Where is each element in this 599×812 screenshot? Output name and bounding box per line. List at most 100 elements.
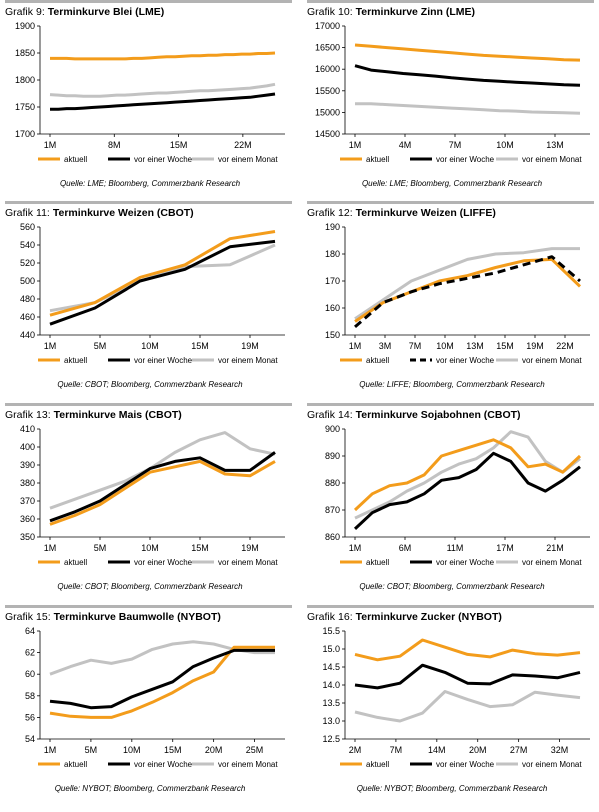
y-tick-label: 54 [25,734,35,744]
y-tick-label: 150 [325,330,340,340]
chart-number: 10: [338,6,353,18]
series-line-month [354,247,580,321]
legend-label-week: vor einer Woche [436,558,495,567]
legend-label-week: vor einer Woche [436,155,495,164]
y-tick-label: 860 [325,532,340,542]
chart-title: Grafik 12: Terminkurve Weizen (LIFFE) [307,207,496,219]
chart-number: 12: [338,207,353,219]
source-note: Quelle: LME; Bloomberg, Commerzbank Rese… [60,179,241,188]
chart-title-text: Terminkurve Sojabohnen (CBOT) [356,409,521,421]
y-tick-label: 17000 [315,21,340,31]
x-tick-label: 10M [141,543,159,553]
series-line-month [355,102,581,115]
y-tick-label: 410 [20,424,35,434]
x-tick-label: 27M [510,745,528,755]
source-note: Quelle: NYBOT; Bloomberg, Commerzbank Re… [55,784,246,793]
series-line-month [354,430,581,520]
x-tick-label: 2M [349,745,362,755]
series-line-month [49,82,276,98]
x-tick-label: 19M [241,543,259,553]
x-tick-label: 15M [191,341,209,351]
legend-label-current: aktuell [64,760,87,769]
y-tick-label: 64 [25,626,35,636]
y-tick-label: 160 [325,303,340,313]
x-tick-label: 1M [349,140,362,150]
x-tick-label: 8M [108,140,121,150]
x-tick-label: 5M [94,543,107,553]
source-note: Quelle: NYBOT; Bloomberg, Commerzbank Re… [357,784,548,793]
legend-label-month: vor einem Monat [218,356,278,365]
x-tick-label: 25M [246,745,264,755]
x-tick-label: 7M [390,745,403,755]
x-tick-label: 17M [496,543,514,553]
y-tick-label: 460 [20,312,35,322]
legend-label-month: vor einem Monat [218,558,278,567]
y-tick-label: 15000 [315,107,340,117]
y-tick-label: 380 [20,478,35,488]
chart-title-text: Terminkurve Weizen (CBOT) [53,207,194,219]
legend-label-current: aktuell [366,356,389,365]
y-tick-label: 890 [325,451,340,461]
x-tick-label: 15M [496,341,514,351]
series-line-week [50,92,276,111]
source-note: Quelle: LME; Bloomberg, Commerzbank Rese… [362,179,543,188]
source-note: Quelle: CBOT; Bloomberg, Commerzbank Res… [57,582,243,591]
y-tick-label: 350 [20,532,35,542]
chart-panel-10: Grafik 10: Terminkurve Zinn (LME) 14500 1500… [307,0,594,188]
y-tick-label: 16500 [315,43,340,53]
chart-number: 14: [338,409,353,421]
chart-number: 9: [36,6,45,18]
legend-label-week: vor einer Woche [436,760,495,769]
series-line-week [354,255,581,329]
chart-title-text: Terminkurve Zucker (NYBOT) [356,611,502,623]
y-tick-label: 440 [20,330,35,340]
chart-prefix: Grafik [5,207,34,219]
chart-prefix: Grafik [307,611,336,623]
chart-title: Grafik 15: Terminkurve Baumwolle (NYBOT) [5,611,221,623]
chart-title-text: Terminkurve Mais (CBOT) [54,409,182,421]
source-note: Quelle: LIFFE; Bloomberg, Commerzbank Re… [359,380,545,389]
series-line-week [49,648,275,710]
chart-title-text: Terminkurve Baumwolle (NYBOT) [54,611,221,623]
chart-prefix: Grafik [307,6,336,18]
y-tick-label: 12.5 [322,734,340,744]
chart-panel-11: Grafik 11: Terminkurve Weizen (CBOT) 440 460… [5,201,292,389]
legend-label-week: vor einer Woche [134,155,193,164]
x-tick-label: 1M [44,341,57,351]
y-tick-label: 62 [25,648,35,658]
y-tick-label: 15500 [315,86,340,96]
x-tick-label: 15M [191,543,209,553]
y-tick-label: 480 [20,294,35,304]
x-tick-label: 20M [205,745,223,755]
y-tick-label: 1750 [15,102,35,112]
legend-label-month: vor einem Monat [522,558,582,567]
chart-prefix: Grafik [307,409,336,421]
y-tick-label: 360 [20,514,35,524]
chart-title: Grafik 14: Terminkurve Sojabohnen (CBOT) [307,409,521,421]
y-tick-label: 60 [25,669,35,679]
chart-prefix: Grafik [5,6,34,18]
series-line-month [49,431,276,510]
legend-label-current: aktuell [64,155,87,164]
legend-label-week: vor einer Woche [134,558,193,567]
legend-label-month: vor einem Monat [218,155,278,164]
chart-title-text: Terminkurve Blei (LME) [48,6,165,18]
x-tick-label: 4M [399,140,412,150]
y-tick-label: 370 [20,496,35,506]
legend-label-month: vor einem Monat [522,356,582,365]
series-line-current [354,638,581,662]
legend-label-current: aktuell [366,558,389,567]
chart-title-text: Terminkurve Zinn (LME) [356,6,475,18]
x-tick-label: 13M [466,341,484,351]
y-tick-label: 56 [25,712,35,722]
series-line-month [49,243,276,313]
y-tick-label: 400 [20,442,35,452]
chart-title-text: Terminkurve Weizen (LIFFE) [356,207,496,219]
chart-number: 11: [36,207,50,219]
x-tick-label: 14M [428,745,446,755]
x-tick-label: 11M [447,543,464,553]
legend-label-month: vor einem Monat [522,760,582,769]
chart-title: Grafik 9: Terminkurve Blei (LME) [5,6,164,18]
y-tick-label: 58 [25,691,35,701]
x-tick-label: 20M [469,745,487,755]
